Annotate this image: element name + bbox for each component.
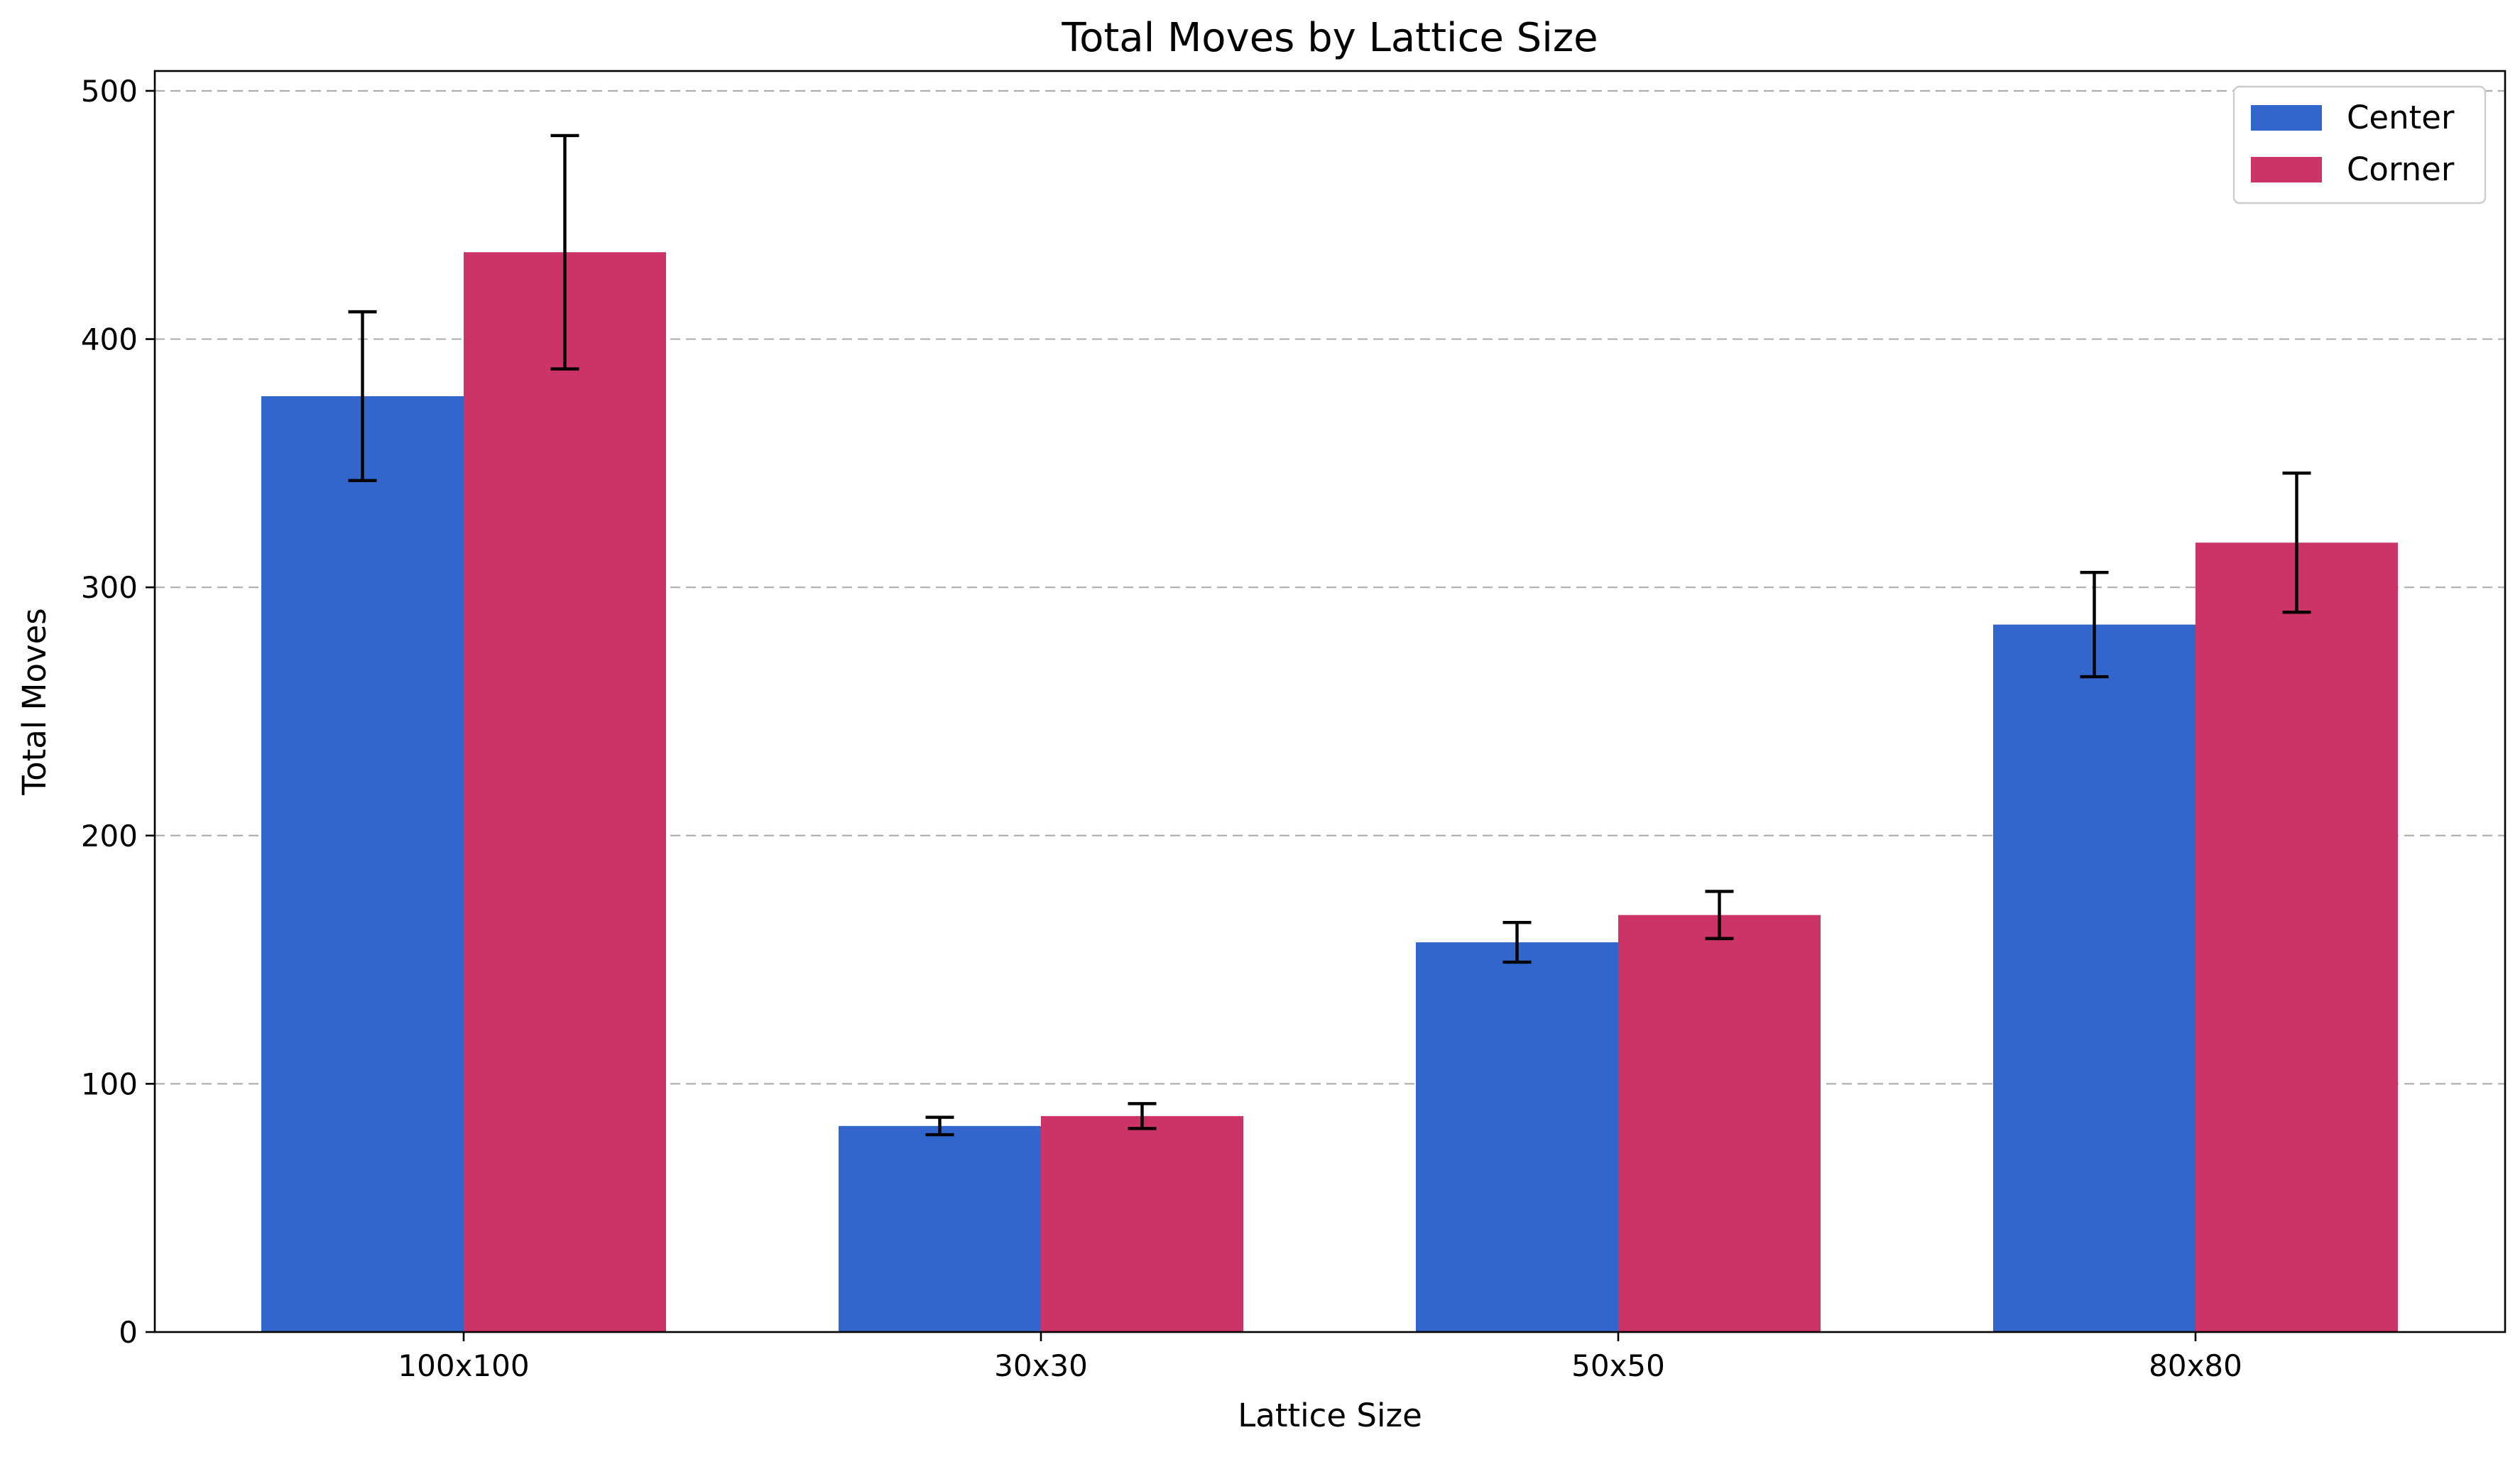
bars <box>261 252 2398 1332</box>
y-tick-label: 0 <box>119 1315 138 1350</box>
error-bar-corner-80x80 <box>2282 471 2311 614</box>
error-bar-center-100x100 <box>348 310 377 483</box>
error-bars <box>348 133 2311 1137</box>
legend: Center Corner <box>2232 85 2487 204</box>
error-bar-corner-30x30 <box>1128 1102 1157 1130</box>
bar-center-80x80 <box>1993 624 2196 1332</box>
x-tick-label: 100x100 <box>398 1348 529 1383</box>
legend-swatch-corner <box>2251 157 2322 182</box>
plot-area-frame <box>153 70 2507 1333</box>
y-tick-label: 300 <box>81 570 138 605</box>
error-bar-center-80x80 <box>2080 571 2109 679</box>
chart-title: Total Moves by Lattice Size <box>1061 15 1598 61</box>
x-tick-label: 50x50 <box>1571 1348 1665 1383</box>
error-bar-center-30x30 <box>925 1115 954 1137</box>
y-tick-label: 200 <box>81 819 138 853</box>
y-axis-label: Total Moves <box>16 608 53 796</box>
error-bar-corner-100x100 <box>550 133 579 371</box>
error-bar-center-50x50 <box>1502 920 1532 964</box>
y-tick-label: 100 <box>81 1066 138 1101</box>
y-tick-label: 400 <box>81 322 138 357</box>
x-axis-ticks: 100x100 30x30 50x50 80x80 <box>398 1332 2242 1383</box>
x-axis-label: Lattice Size <box>1238 1397 1422 1434</box>
y-axis-ticks: 0 100 200 300 400 500 <box>81 74 155 1350</box>
legend-swatch-center <box>2251 105 2322 131</box>
bar-center-50x50 <box>1416 942 1618 1332</box>
bar-center-100x100 <box>261 395 464 1332</box>
y-tick-label: 500 <box>81 74 138 109</box>
bar-corner-80x80 <box>2196 542 2398 1332</box>
x-tick-label: 30x30 <box>994 1348 1088 1383</box>
error-bar-corner-50x50 <box>1705 890 1734 941</box>
x-tick-label: 80x80 <box>2149 1348 2242 1383</box>
bar-corner-30x30 <box>1041 1115 1243 1332</box>
legend-label-center: Center <box>2347 99 2455 136</box>
legend-label-corner: Corner <box>2347 151 2455 188</box>
bar-center-30x30 <box>839 1125 1041 1332</box>
bar-corner-100x100 <box>464 252 666 1332</box>
bar-corner-50x50 <box>1618 915 1821 1332</box>
